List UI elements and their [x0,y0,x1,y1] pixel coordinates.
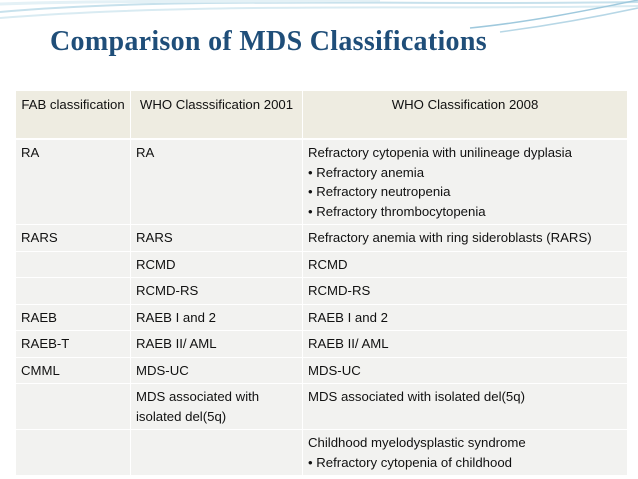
cell-who2001 [130,429,303,475]
bullet-item: Refractory thrombocytopenia [308,202,622,222]
table-row: MDS associated with isolated del(5q) MDS … [15,383,628,430]
cell-fab [15,429,131,475]
cell-text: Refractory cytopenia with unilineage dyp… [308,145,572,160]
table-row: RARS RARS Refractory anemia with ring side… [15,224,628,251]
cell-who2008: Refractory anemia with ring sideroblasts… [302,224,628,251]
cell-text: RAEB [21,309,57,325]
page-title: Comparison of MDS Classifications [50,26,487,57]
header-who-2001: WHO Classsification 2001 [130,91,303,140]
cell-text: RARS [136,230,173,245]
bullet-item: Refractory neutropenia [308,182,622,202]
cell-text: MDS associated with isolated del(5q) [136,389,260,424]
table-row: Childhood myelodysplastic syndrome Refrac… [15,429,628,475]
cell-fab [15,277,131,304]
cell-who2001: RCMD [130,250,303,278]
table-row: CMML MDS-UC MDS-UC [15,356,628,384]
bullet-list: Refractory anemiaRefractory neutropeniaR… [308,163,622,222]
cell-who2001: RA [130,139,303,225]
cell-who2008: Refractory cytopenia with unilineage dyp… [302,139,628,225]
cell-text: Childhood myelodysplastic syndrome [308,435,526,450]
cell-text: RCMD [308,256,348,272]
cell-text: RCMD-RS [136,283,199,298]
cell-text: RARS [21,230,58,245]
comparison-table: FAB classification WHO Classsification 2… [15,91,628,475]
cell-who2001: RARS [130,224,303,251]
cell-fab: CMML [15,356,131,384]
cell-who2008: MDS associated with isolated del(5q) [302,383,628,430]
cell-fab [15,250,131,278]
cell-fab: RARS [15,224,131,251]
table-body: RA RA Refractory cytopenia with unilineage… [15,139,628,475]
cell-who2008: Childhood myelodysplastic syndrome Refrac… [302,429,628,475]
cell-who2001: MDS-UC [130,356,303,384]
table-header-row: FAB classification WHO Classsification 2… [15,91,628,140]
cell-text: RAEB II/ AML [136,336,217,351]
cell-who2001: RAEB I and 2 [130,303,303,331]
bullet-item: Refractory cytopenia of childhood [308,453,622,473]
bullet-list: Refractory cytopenia of childhood [308,453,622,473]
bullet-item: Refractory anemia [308,163,622,183]
table-row: RCMD-RS RCMD-RS [15,277,628,304]
cell-who2001: RAEB II/ AML [130,330,303,357]
table-row: RAEB-T RAEB II/ AML RAEB II/ AML [15,330,628,357]
cell-text: RAEB I and 2 [308,309,388,325]
table-row: RAEB RAEB I and 2 RAEB I and 2 [15,303,628,331]
header-fab: FAB classification [15,91,131,140]
cell-text: RAEB II/ AML [308,336,389,351]
table-row: RA RA Refractory cytopenia with unilineage… [15,139,628,225]
cell-who2008: RAEB II/ AML [302,330,628,357]
cell-text: RCMD-RS [308,283,371,298]
cell-fab: RA [15,139,131,225]
cell-fab [15,383,131,430]
cell-who2001: MDS associated with isolated del(5q) [130,383,303,430]
cell-text: Refractory anemia with ring sideroblasts… [308,230,592,245]
table-row: RCMD RCMD [15,250,628,278]
cell-fab: RAEB [15,303,131,331]
cell-text: RAEB I and 2 [136,309,216,325]
cell-text: MDS associated with isolated del(5q) [308,389,525,404]
cell-text: RA [136,145,155,160]
cell-text: MDS-UC [308,362,361,378]
cell-who2008: RCMD-RS [302,277,628,304]
cell-text: RA [21,145,40,160]
cell-who2001: RCMD-RS [130,277,303,304]
cell-text: RAEB-T [21,336,70,351]
cell-who2008: RAEB I and 2 [302,303,628,331]
cell-who2008: MDS-UC [302,356,628,384]
cell-text: RCMD [136,256,176,272]
header-who-2008: WHO Classification 2008 [302,91,628,140]
cell-text: CMML [21,362,60,378]
cell-who2008: RCMD [302,250,628,278]
cell-text: MDS-UC [136,362,189,378]
cell-fab: RAEB-T [15,330,131,357]
